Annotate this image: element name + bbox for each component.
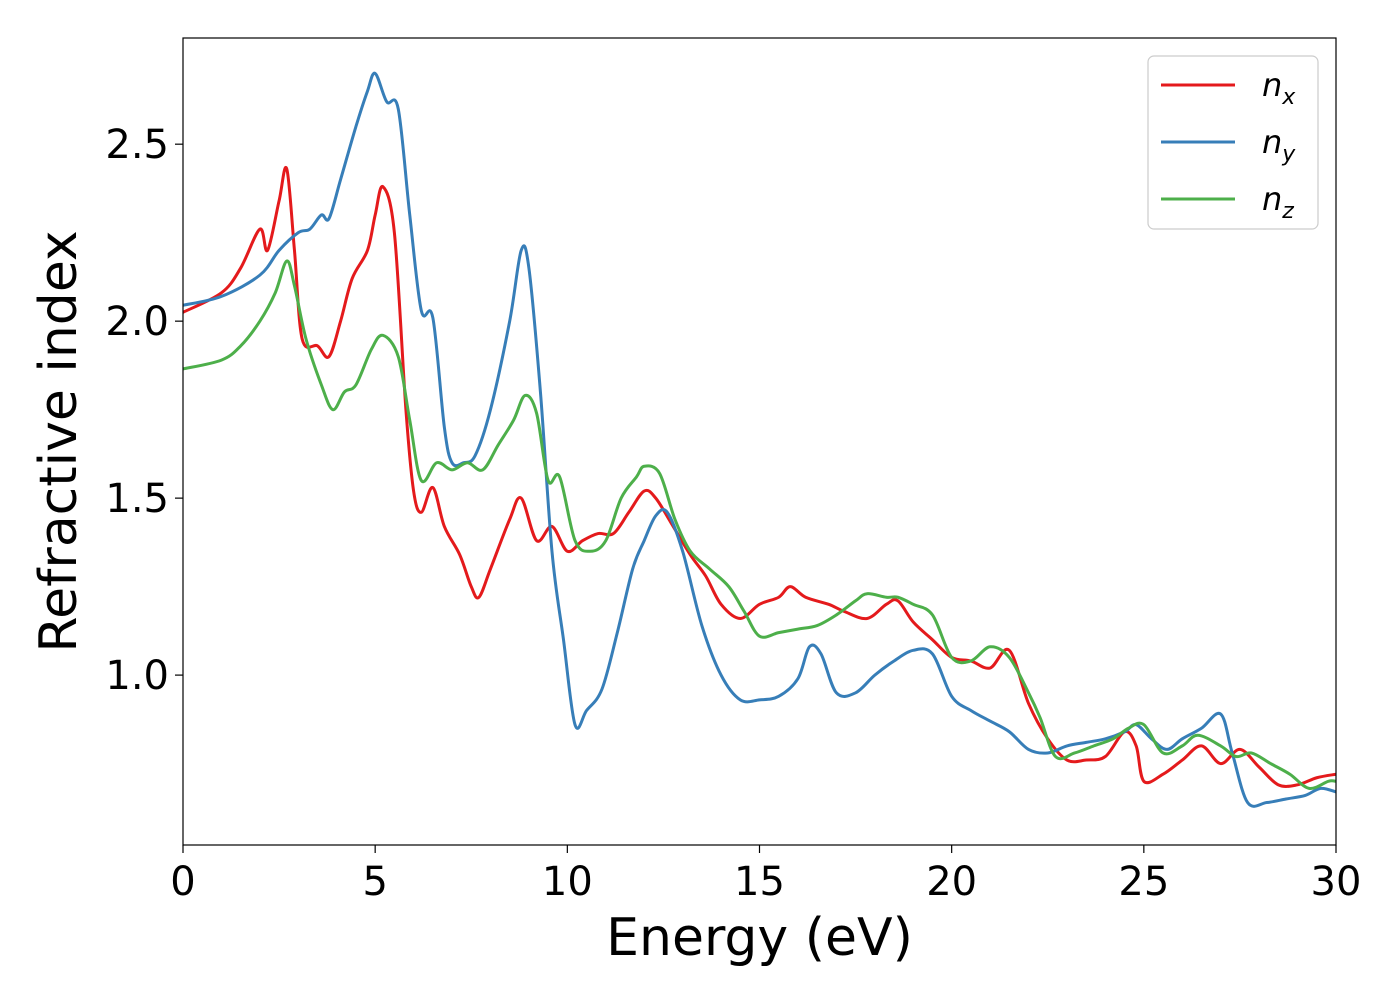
x-tick-label: 30 [1311,859,1362,905]
x-tick-label: 15 [734,859,785,905]
y-tick-label: 1.0 [105,653,169,699]
series-layer [183,71,1336,808]
y-tick-label: 2.5 [105,122,169,168]
x-tick-label: 10 [542,859,593,905]
x-axis-label: Energy (eV) [606,908,913,968]
legend: nx ny nz [1147,55,1319,230]
x-tick-label: 20 [926,859,977,905]
series-line-x [183,165,1336,788]
series-line-z [183,259,1336,790]
x-axis: 0 5 10 15 20 25 30 [170,845,1361,905]
x-tick-label: 25 [1118,859,1169,905]
legend-label-y: ny [1262,123,1296,167]
y-tick-label: 2.0 [105,299,169,345]
y-tick-label: 1.5 [105,476,169,522]
legend-label-z: nz [1262,180,1294,224]
y-axis-label: Refractive index [29,230,89,652]
legend-label-x: nx [1262,66,1296,110]
x-tick-label: 0 [170,859,195,905]
y-axis: 1.0 1.5 2.0 2.5 [105,122,183,699]
x-tick-label: 5 [362,859,387,905]
